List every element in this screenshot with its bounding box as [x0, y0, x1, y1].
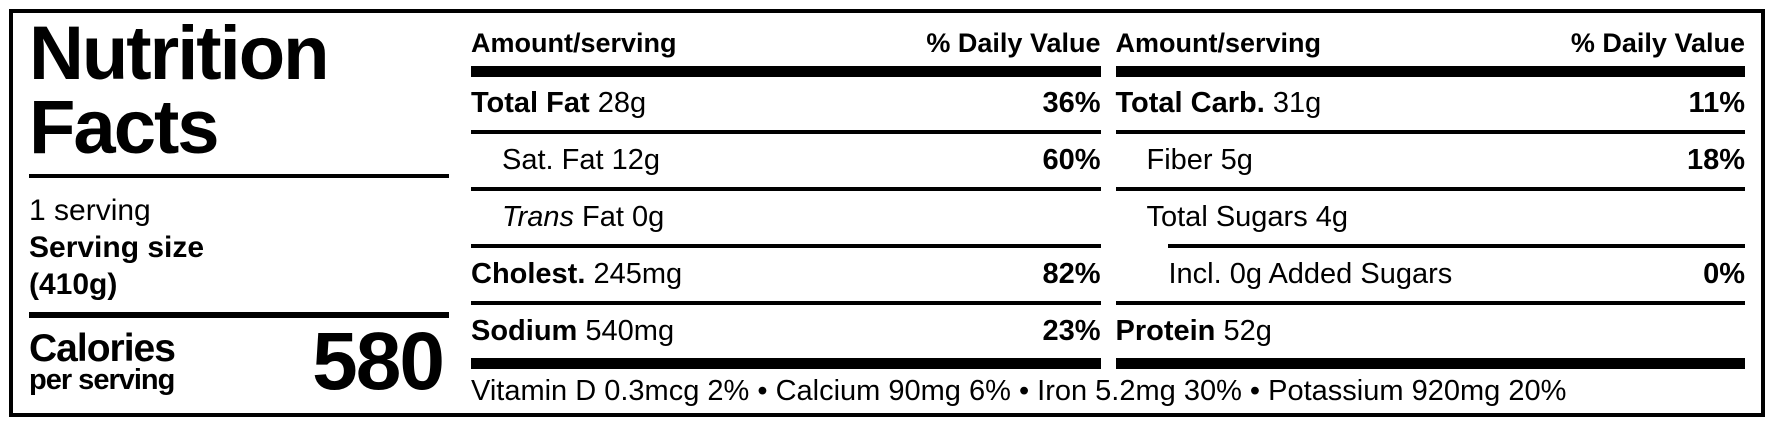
daily-value-percent: 18% — [1686, 144, 1745, 176]
nutrient-name: Protein — [1115, 315, 1216, 347]
nutrient-name-amount: Total Fat 28g — [471, 87, 646, 120]
label-title-line1: Nutrition — [29, 11, 330, 96]
daily-value-header: % Daily Value — [1570, 28, 1745, 58]
amount-serving-header: Amount/serving — [471, 28, 677, 58]
nutrient-amount: 5g — [1220, 144, 1253, 176]
column-header: Amount/serving % Daily Value — [1116, 13, 1746, 66]
nutrition-facts-label: Nutrition Facts 1 serving Serving size (… — [9, 9, 1765, 417]
nutrient-panel: Amount/serving % Daily Value Total Fat 28g… — [471, 13, 1761, 413]
daily-value-percent: 0% — [1703, 258, 1745, 290]
row-divider — [471, 301, 1101, 305]
section-thick-bar — [471, 358, 1101, 369]
nutrient-name: Incl. 0g Added Sugars — [1168, 258, 1453, 290]
calories-label: Calories — [29, 327, 176, 370]
daily-value-percent: 36% — [1042, 87, 1101, 119]
column-header: Amount/serving % Daily Value — [471, 13, 1101, 66]
servings-per-container: 1 serving — [29, 194, 151, 227]
nutrient-amount: 540mg — [585, 315, 675, 347]
label-title: Nutrition Facts — [29, 11, 449, 170]
row-divider — [1115, 130, 1745, 134]
nutrient-amount: 52g — [1223, 315, 1272, 347]
row-divider — [471, 187, 1101, 191]
nutrient-amount: Fat 0g — [582, 201, 665, 233]
nutrient-name-amount: Trans Fat 0g — [471, 201, 664, 234]
header-thick-bar — [471, 66, 1101, 77]
nutrient-row: Sat. Fat 12g 60% — [471, 134, 1101, 187]
row-divider — [1115, 187, 1745, 191]
nutrient-row: Total Carb. 31g 11% — [1116, 77, 1746, 130]
nutrient-row: Fiber 5g 18% — [1116, 134, 1746, 187]
daily-value-percent: 60% — [1042, 144, 1101, 176]
nutrient-row: Total Sugars 4g — [1116, 191, 1746, 244]
nutrient-row: Total Fat 28g 36% — [471, 77, 1101, 130]
nutrient-column: Amount/serving % Daily Value Total Carb. 3… — [1115, 13, 1746, 369]
nutrient-amount: 31g — [1272, 87, 1322, 119]
nutrient-name-amount: Sodium 540mg — [471, 315, 674, 348]
row-divider — [1167, 244, 1745, 248]
daily-value-percent: 82% — [1042, 258, 1101, 290]
row-divider — [471, 244, 1101, 248]
title-divider — [29, 174, 449, 178]
section-thick-bar — [1115, 358, 1745, 369]
nutrient-columns: Amount/serving % Daily Value Total Fat 28g… — [471, 13, 1745, 369]
calories-row: Calories per serving 580 — [29, 316, 449, 407]
serving-divider — [29, 312, 449, 318]
nutrient-name: Cholest. — [471, 258, 586, 290]
row-divider — [1115, 301, 1745, 305]
nutrient-name: Sodium — [471, 315, 578, 347]
calories-value: 580 — [312, 316, 445, 407]
nutrient-name: Trans — [502, 201, 574, 233]
nutrient-name-amount: Sat. Fat 12g — [471, 144, 660, 177]
amount-serving-header: Amount/serving — [1115, 28, 1322, 58]
daily-value-percent: 23% — [1042, 315, 1101, 347]
serving-size-label: Serving size — [29, 231, 205, 264]
nutrient-row: Sodium 540mg 23% — [471, 305, 1101, 358]
daily-value-percent: 11% — [1688, 87, 1745, 119]
calories-label-block: Calories per serving — [29, 327, 176, 396]
nutrient-amount: 245mg — [593, 258, 683, 290]
nutrient-name-amount: Incl. 0g Added Sugars — [1116, 258, 1453, 291]
nutrient-name-amount: Total Sugars 4g — [1116, 201, 1349, 234]
row-divider — [471, 130, 1101, 134]
left-panel: Nutrition Facts 1 serving Serving size (… — [13, 13, 449, 413]
nutrient-name-amount: Cholest. 245mg — [471, 258, 682, 291]
nutrient-amount: 28g — [597, 87, 647, 119]
nutrient-name-amount: Protein 52g — [1116, 315, 1272, 348]
nutrient-name-amount: Fiber 5g — [1116, 144, 1253, 177]
nutrient-name: Total Carb. — [1115, 87, 1265, 119]
micronutrients-line: Vitamin D 0.3mcg 2% • Calcium 90mg 6% • … — [471, 374, 1567, 407]
nutrient-name: Total Fat — [471, 87, 590, 119]
nutrient-row: Cholest. 245mg 82% — [471, 248, 1101, 301]
daily-value-header: % Daily Value — [926, 28, 1101, 58]
nutrient-name: Total Sugars — [1146, 201, 1308, 233]
header-thick-bar — [1115, 66, 1745, 77]
nutrient-amount: 4g — [1315, 201, 1349, 233]
nutrient-row: Protein 52g — [1116, 305, 1746, 358]
serving-size-value: (410g) — [29, 268, 118, 301]
nutrient-amount: 12g — [611, 144, 660, 176]
nutrient-name: Fiber — [1146, 144, 1213, 176]
nutrient-name-amount: Total Carb. 31g — [1116, 87, 1322, 120]
nutrient-row: Incl. 0g Added Sugars 0% — [1116, 248, 1746, 301]
calories-sublabel: per serving — [29, 364, 175, 396]
label-title-line2: Facts — [29, 85, 220, 170]
nutrient-row: Trans Fat 0g — [471, 191, 1101, 244]
nutrient-column: Amount/serving % Daily Value Total Fat 28g… — [471, 13, 1101, 369]
nutrient-name: Sat. Fat — [502, 144, 604, 176]
